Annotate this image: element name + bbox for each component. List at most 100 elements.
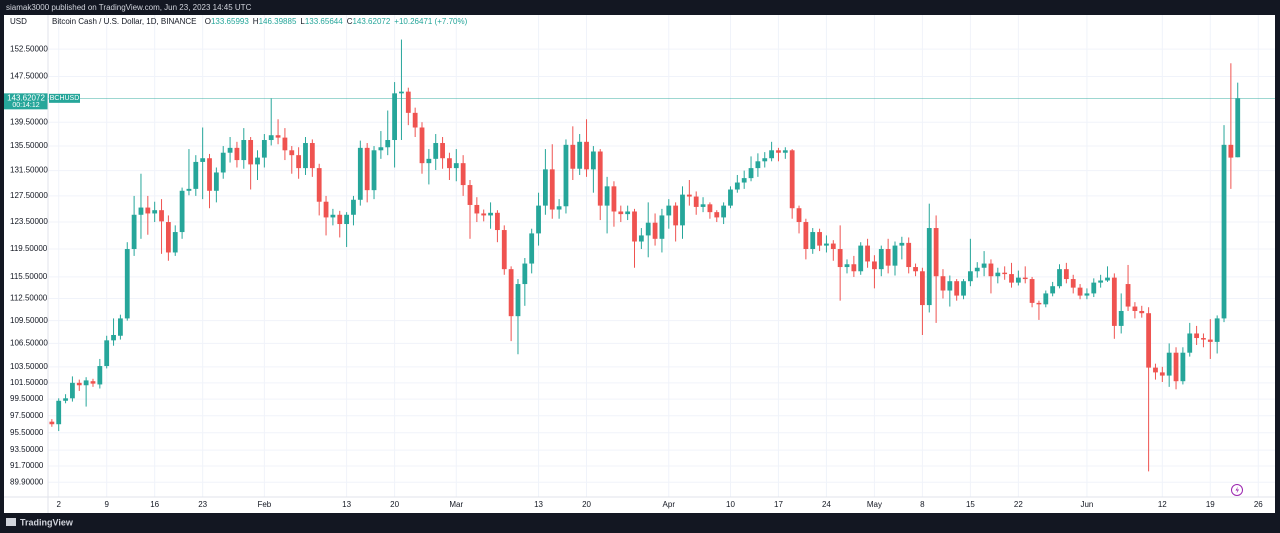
y-tick-label: 139.50000 <box>10 117 48 126</box>
candle-body <box>878 249 884 270</box>
candle-body <box>1057 269 1062 287</box>
candle-body <box>357 147 363 200</box>
candle-body <box>899 242 905 246</box>
candle-body <box>830 243 836 250</box>
candle-body <box>1132 306 1138 311</box>
y-tick-label: 97.50000 <box>10 411 44 420</box>
y-tick-label: 91.70000 <box>10 461 44 470</box>
candle-body <box>954 281 960 296</box>
y-tick-label: 93.50000 <box>10 445 44 454</box>
candle-body <box>495 212 500 231</box>
x-tick-label: 23 <box>198 500 207 509</box>
candle-body <box>138 207 144 215</box>
candle-body <box>604 186 610 206</box>
candle-body <box>501 230 507 270</box>
candle-body <box>1029 279 1035 303</box>
candle-body <box>344 214 350 225</box>
event-icon[interactable] <box>1231 484 1243 496</box>
candle-body <box>1221 144 1227 319</box>
x-tick-label: 16 <box>150 500 159 509</box>
candle-body <box>1118 310 1124 326</box>
candle-body <box>179 190 185 233</box>
candle-body <box>165 222 171 253</box>
price-tag <box>4 93 48 110</box>
y-tick-label: 119.50000 <box>10 244 48 253</box>
x-tick-label: 20 <box>582 500 591 509</box>
candle-body <box>762 158 768 162</box>
candle-body <box>529 233 535 264</box>
legend-key: H <box>253 17 259 26</box>
candle-body <box>1159 372 1165 376</box>
candle-body <box>515 284 521 317</box>
candle-body <box>1139 310 1145 314</box>
candle-body <box>652 222 658 239</box>
candle-body <box>392 93 397 141</box>
candle-body <box>776 150 781 153</box>
candle-body <box>1015 277 1021 283</box>
candle-body <box>234 147 240 161</box>
candle-body <box>474 204 480 214</box>
candle-body <box>330 214 336 218</box>
candle-body <box>248 140 254 165</box>
candle-body <box>1091 282 1097 294</box>
y-tick-label: 101.50000 <box>10 378 48 387</box>
candle-body <box>618 211 624 215</box>
legend-value: 146.39885 <box>259 17 297 26</box>
candle-body <box>693 196 699 207</box>
candle-body <box>118 318 123 336</box>
candle-body <box>426 158 432 164</box>
candle-body <box>974 267 980 272</box>
chart-legend: Bitcoin Cash / U.S. Dollar, 1D, BINANCE … <box>52 17 468 26</box>
candle-body <box>680 194 685 226</box>
candle-body <box>597 151 603 206</box>
candle-body <box>913 267 918 272</box>
candle-body <box>995 272 1001 277</box>
y-tick-label: 89.90000 <box>10 477 44 486</box>
candle-body <box>1146 313 1152 368</box>
candle-body <box>268 135 274 141</box>
candle-body <box>1036 302 1042 305</box>
candle-body <box>309 143 315 169</box>
candle-body <box>97 366 103 385</box>
candle-body <box>556 206 562 210</box>
candle-body <box>433 143 439 159</box>
candle-body <box>1009 274 1014 283</box>
candle-body <box>371 150 377 191</box>
candle-body <box>817 232 822 246</box>
candle-body <box>152 210 158 214</box>
candle-body <box>453 163 459 169</box>
candle-body <box>282 137 288 151</box>
publisher-line: siamak3000 published on TradingView.com,… <box>6 3 252 12</box>
candle-body <box>748 168 754 179</box>
candle-body <box>76 382 82 386</box>
y-tick-label: 109.50000 <box>10 316 48 325</box>
candle-body <box>159 210 164 222</box>
candle-body <box>1043 293 1049 305</box>
candle-body <box>632 211 637 242</box>
candle-body <box>755 161 761 169</box>
candle-body <box>241 140 247 161</box>
candle-body <box>940 276 946 291</box>
candle-body <box>906 242 912 268</box>
candle-body <box>227 147 233 153</box>
candle-body <box>364 147 370 191</box>
candle-body <box>824 243 829 246</box>
candle-body <box>837 249 843 268</box>
candle-body <box>1235 98 1241 158</box>
candle-body <box>49 421 55 425</box>
candle-body <box>111 334 116 341</box>
candle-body <box>296 155 302 169</box>
candle-body <box>405 91 411 113</box>
candle-body <box>1098 280 1104 283</box>
candle-body <box>337 214 343 225</box>
x-tick-label: 13 <box>534 500 543 509</box>
x-tick-label: 8 <box>920 500 925 509</box>
candle-body <box>961 281 966 296</box>
candle-body <box>933 228 939 277</box>
candle-body <box>289 150 295 156</box>
candle-body <box>988 263 994 277</box>
candle-body <box>1228 144 1234 158</box>
candle-body <box>851 264 857 272</box>
candle-body <box>728 189 733 206</box>
